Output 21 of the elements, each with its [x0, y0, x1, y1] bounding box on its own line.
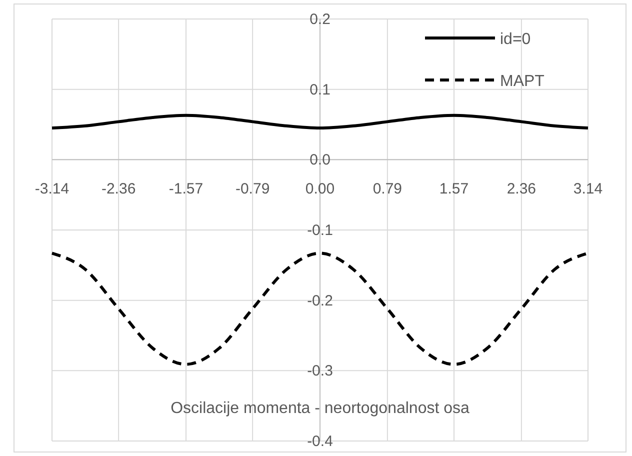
x-tick-label: 1.57 — [439, 180, 469, 198]
y-tick-label: 0.1 — [310, 81, 330, 98]
x-tick-label: 3.14 — [573, 180, 603, 198]
x-tick-label: -1.57 — [168, 180, 204, 198]
y-tick-label: -0.1 — [307, 222, 333, 239]
y-tick-label: 0.0 — [310, 152, 330, 169]
x-tick-label: -2.36 — [101, 180, 136, 198]
legend-label: MAPT — [500, 73, 545, 90]
x-tick-label: 0.79 — [372, 180, 402, 198]
line-series — [50, 114, 590, 130]
y-tick-label: -0.3 — [307, 362, 333, 380]
x-tick-label: 2.36 — [506, 180, 536, 198]
text: Oscilacije momenta - neortogonalnost osa — [170, 400, 470, 417]
legend-label: id=0 — [500, 31, 531, 48]
x-tick-label: -0.79 — [235, 180, 270, 198]
y-tick-label: -0.2 — [307, 292, 333, 310]
y-tick-label: 0.2 — [310, 11, 330, 28]
x-tick-label: 0.00 — [305, 180, 335, 198]
x-tick-label: -3.14 — [34, 180, 70, 198]
line-series — [50, 252, 590, 366]
y-tick-label: -0.4 — [307, 433, 333, 450]
